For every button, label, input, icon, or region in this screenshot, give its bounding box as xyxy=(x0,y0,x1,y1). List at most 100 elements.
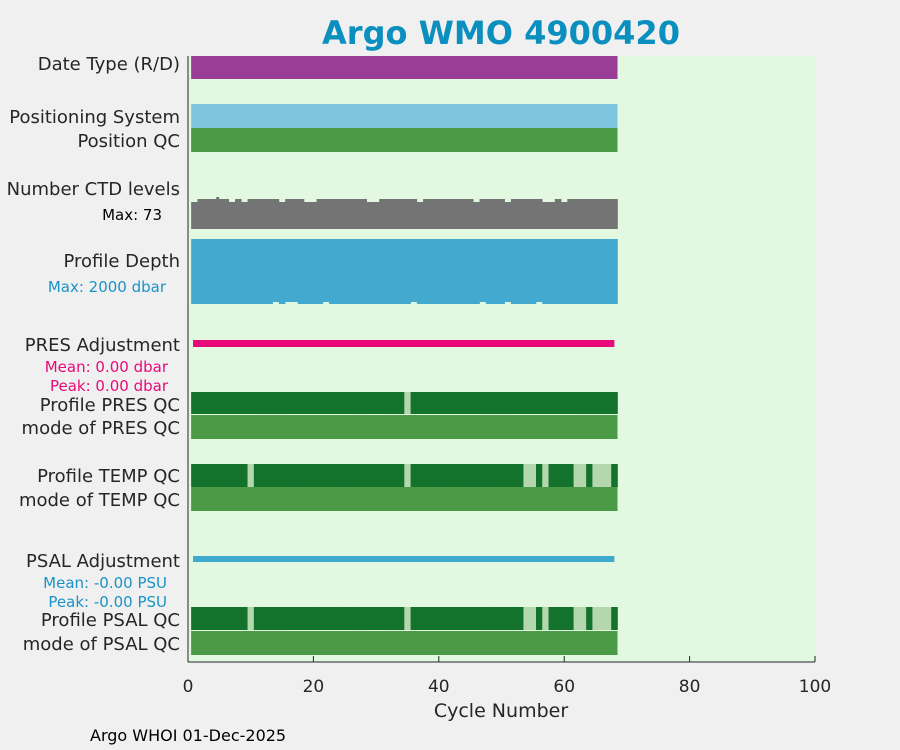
profile_pres_qc-cycle-46 xyxy=(473,392,480,414)
profile_depth-cycle-44 xyxy=(460,239,468,304)
profile_psal_qc-cycle-30 xyxy=(372,607,380,630)
number_ctd_levels-cycle-16 xyxy=(285,199,292,229)
profile_psal_qc-cycle-11 xyxy=(253,607,261,630)
number_ctd_levels-cycle-9 xyxy=(241,202,248,229)
profile_temp_qc-cycle-8 xyxy=(235,464,242,487)
number_ctd_levels-cycle-59 xyxy=(554,199,562,229)
profile_temp_qc-cycle-3 xyxy=(203,464,211,487)
profile_depth-cycle-18 xyxy=(297,239,305,304)
number_ctd_levels-cycle-56 xyxy=(535,199,543,229)
profile_psal_qc-cycle-27 xyxy=(354,607,361,630)
profile_psal_qc-cycle-1 xyxy=(191,607,198,630)
profile_depth-cycle-2 xyxy=(197,239,204,304)
profile_temp_qc-cycle-23 xyxy=(329,464,336,487)
profile_depth-cycle-30 xyxy=(372,239,380,304)
profile_temp_qc-cycle-40 xyxy=(435,464,443,487)
number_ctd_levels-cycle-22 xyxy=(322,199,330,229)
profile_temp_qc-cycle-17 xyxy=(291,464,299,487)
profile_psal_qc-cycle-32 xyxy=(385,607,393,630)
number_ctd_levels-cycle-51 xyxy=(504,202,512,229)
number_ctd_levels-cycle-28 xyxy=(360,199,367,229)
number_ctd_levels-cycle-37 xyxy=(416,202,424,229)
number_ctd_levels-cycle-67 xyxy=(604,199,612,229)
positioning_system-label: Positioning System xyxy=(9,107,180,128)
profile_temp_qc-cycle-61 xyxy=(567,464,574,487)
profile_depth-cycle-59 xyxy=(554,239,562,304)
profile_temp_qc-cycle-20 xyxy=(310,464,317,487)
psal-adjustment-mean-label: Mean: -0.00 PSU xyxy=(43,574,167,592)
profile_pres_qc-cycle-26 xyxy=(347,392,355,414)
profile_depth-cycle-24 xyxy=(335,239,342,304)
psal_adjustment-label: PSAL Adjustment xyxy=(26,551,180,572)
profile_temp_qc-cycle-67 xyxy=(604,464,612,487)
profile_pres_qc-cycle-50 xyxy=(498,392,505,414)
profile_depth-cycle-3 xyxy=(203,239,211,304)
profile_psal_qc-cycle-37 xyxy=(416,607,424,630)
number_ctd_levels-cycle-33 xyxy=(391,199,399,229)
profile_depth-cycle-47 xyxy=(479,239,487,302)
profile_temp_qc-cycle-37 xyxy=(416,464,424,487)
number_ctd_levels-cycle-36 xyxy=(410,199,418,229)
profile_psal_qc-cycle-33 xyxy=(391,607,399,630)
profile_depth-cycle-61 xyxy=(567,239,574,304)
profile_depth-cycle-21 xyxy=(316,239,324,304)
profile_psal_qc-cycle-35 xyxy=(404,607,411,630)
profile_temp_qc-cycle-44 xyxy=(460,464,468,487)
psal-adjustment-peak-label: Peak: -0.00 PSU xyxy=(48,593,167,611)
profile_temp_qc-cycle-31 xyxy=(379,464,386,487)
profile_psal_qc-cycle-4 xyxy=(209,607,217,630)
profile_temp_qc-cycle-63 xyxy=(579,464,587,487)
profile_depth-cycle-15 xyxy=(278,239,286,304)
profile_pres_qc-cycle-17 xyxy=(291,392,299,414)
profile_pres_qc-cycle-15 xyxy=(278,392,286,414)
number_ctd_levels-cycle-40 xyxy=(435,199,443,229)
number_ctd_levels-cycle-8 xyxy=(235,199,242,229)
number_ctd_levels-cycle-60 xyxy=(561,202,568,229)
number_ctd_levels-cycle-47 xyxy=(479,199,487,229)
profile_pres_qc-cycle-33 xyxy=(391,392,399,414)
profile_pres_qc-cycle-13 xyxy=(266,392,273,414)
profile_depth-cycle-48 xyxy=(485,239,493,304)
profile_temp_qc-cycle-45 xyxy=(467,464,474,487)
number_ctd_levels-cycle-42 xyxy=(448,199,455,229)
profile_psal_qc-cycle-8 xyxy=(235,607,242,630)
profile_depth-cycle-9 xyxy=(241,239,248,304)
profile_pres_qc-cycle-23 xyxy=(329,392,336,414)
profile_psal_qc-cycle-9 xyxy=(241,607,248,630)
number_ctd_levels-cycle-65 xyxy=(592,199,599,229)
number_ctd_levels-cycle-30 xyxy=(372,202,380,229)
profile_pres_qc-cycle-54 xyxy=(523,392,531,414)
profile_temp_qc-cycle-66 xyxy=(598,464,606,487)
profile_depth-cycle-8 xyxy=(235,239,242,304)
profile_depth-cycle-34 xyxy=(398,239,405,304)
profile_psal_qc-cycle-23 xyxy=(329,607,336,630)
number_ctd_levels-cycle-24 xyxy=(335,199,342,229)
profile_psal_qc-cycle-34 xyxy=(398,607,405,630)
profile_depth-cycle-37 xyxy=(416,239,424,304)
profile_depth-cycle-62 xyxy=(573,239,581,304)
profile_temp_qc-cycle-34 xyxy=(398,464,405,487)
chart-title: Argo WMO 4900420 xyxy=(322,14,680,52)
profile_psal_qc-cycle-45 xyxy=(467,607,474,630)
number_ctd_levels-cycle-68 xyxy=(611,199,618,229)
number_ctd_levels-cycle-3 xyxy=(203,199,211,229)
profile_pres_qc-cycle-6 xyxy=(222,392,230,414)
profile_depth-cycle-4 xyxy=(209,239,217,304)
number_ctd_levels-cycle-29 xyxy=(366,202,374,229)
profile_pres_qc-cycle-28 xyxy=(360,392,367,414)
profile_pres_qc-cycle-68 xyxy=(611,392,618,414)
profile_psal_qc-cycle-7 xyxy=(228,607,236,630)
profile_pres_qc-cycle-45 xyxy=(467,392,474,414)
profile_depth-cycle-12 xyxy=(260,239,267,304)
number_ctd_levels-cycle-55 xyxy=(529,199,537,229)
profile_temp_qc-cycle-1 xyxy=(191,464,198,487)
profile_depth-cycle-19 xyxy=(303,239,311,304)
number_ctd_levels-cycle-62 xyxy=(573,199,581,229)
profile_pres_qc-cycle-19 xyxy=(303,392,311,414)
profile_psal_qc-cycle-61 xyxy=(567,607,574,630)
profile_temp_qc-cycle-65 xyxy=(592,464,599,487)
number_ctd_levels-cycle-34 xyxy=(398,199,405,229)
profile_psal_qc-cycle-42 xyxy=(448,607,455,630)
number_ctd_levels-cycle-23 xyxy=(329,199,336,229)
profile_depth-cycle-33 xyxy=(391,239,399,304)
